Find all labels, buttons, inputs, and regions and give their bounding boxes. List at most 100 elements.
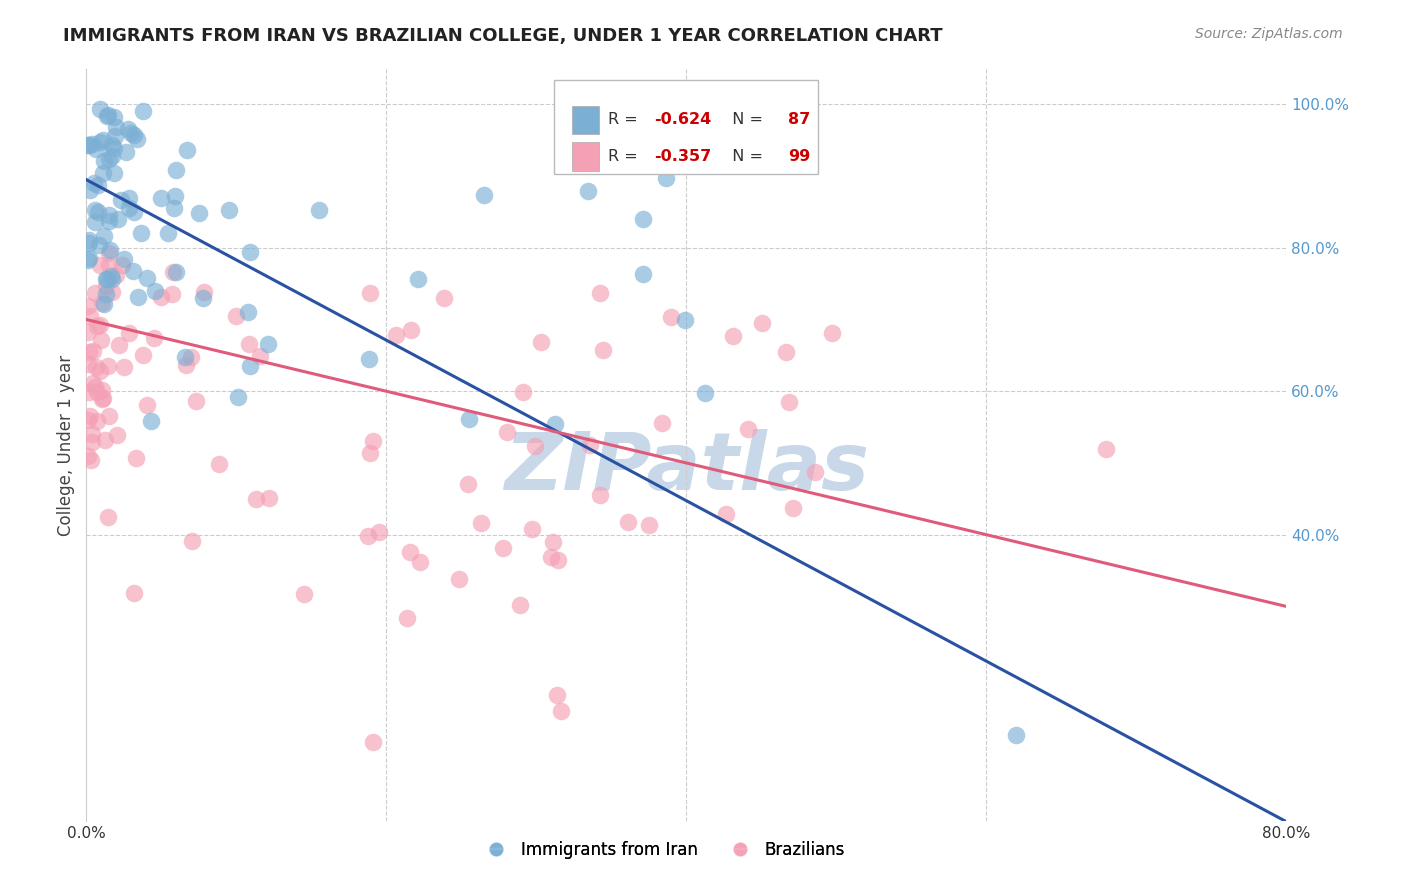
Point (523, 439, 546, 453)
Point (80, 137, 103, 152)
Point (495, 425, 517, 439)
Point (782, 501, 804, 516)
Point (399, 544, 422, 558)
Point (249, 349, 271, 363)
Text: 99: 99 (789, 149, 810, 164)
Point (512, 384, 534, 399)
Point (96, 109, 118, 123)
Point (84, 215, 107, 229)
Point (359, 286, 381, 301)
Point (588, 488, 610, 502)
Point (721, 329, 744, 343)
Point (104, 129, 127, 144)
Point (110, 194, 132, 208)
Point (149, 192, 172, 206)
FancyBboxPatch shape (572, 105, 599, 135)
Point (91, 391, 114, 405)
Point (91, 133, 114, 147)
Point (101, 149, 124, 163)
Point (592, 343, 614, 357)
Point (101, 285, 124, 300)
Point (89, 258, 111, 272)
Point (98, 214, 121, 228)
Point (651, 417, 673, 431)
Text: -0.357: -0.357 (654, 149, 711, 164)
Point (98, 409, 121, 423)
Point (100, 138, 122, 153)
Point (94, 433, 117, 447)
Point (361, 434, 384, 448)
Point (112, 360, 135, 375)
Point (103, 166, 125, 180)
Point (543, 535, 565, 549)
Point (108, 338, 131, 352)
Point (82, 376, 104, 390)
Point (117, 122, 139, 136)
Point (107, 212, 129, 227)
Point (165, 265, 187, 279)
Point (186, 394, 208, 409)
Point (447, 572, 470, 586)
Point (105, 428, 128, 442)
Point (115, 145, 138, 160)
Point (100, 268, 122, 283)
Point (76, 357, 98, 371)
Point (162, 265, 184, 279)
Point (77, 384, 100, 399)
Point (160, 286, 183, 301)
Point (118, 191, 141, 205)
FancyBboxPatch shape (554, 79, 818, 174)
Point (368, 525, 391, 540)
Point (82, 427, 104, 442)
Point (357, 528, 380, 542)
Point (714, 507, 737, 521)
Point (97, 152, 120, 166)
Point (257, 491, 280, 505)
Point (547, 553, 569, 567)
Point (409, 555, 432, 569)
Point (84, 142, 107, 156)
Point (89, 135, 111, 149)
Point (238, 337, 260, 351)
Point (77, 251, 100, 265)
Point (803, 465, 825, 479)
Point (90, 296, 112, 310)
Point (80, 453, 103, 467)
Point (165, 189, 187, 203)
Point (359, 446, 381, 460)
Point (80, 434, 103, 449)
Point (179, 350, 201, 364)
Point (256, 337, 278, 351)
Point (157, 227, 180, 241)
Point (737, 422, 759, 436)
Point (135, 398, 157, 412)
Point (520, 522, 543, 536)
Point (104, 268, 127, 282)
Point (76, 138, 98, 153)
Point (638, 518, 661, 533)
Point (127, 290, 149, 304)
Text: N =: N = (723, 149, 768, 164)
Point (97, 108, 120, 122)
Point (103, 110, 125, 124)
Point (820, 326, 842, 340)
Point (226, 390, 249, 404)
Point (245, 491, 267, 506)
Point (163, 201, 186, 215)
Point (91, 383, 114, 397)
Point (174, 358, 197, 372)
Point (124, 450, 146, 465)
Point (544, 417, 567, 432)
Text: R =: R = (609, 149, 643, 164)
Text: 87: 87 (789, 112, 810, 128)
Point (292, 587, 315, 601)
Point (83, 202, 105, 217)
Point (77, 236, 100, 251)
Point (218, 203, 240, 218)
Text: R =: R = (609, 112, 643, 128)
Point (97, 510, 120, 524)
Point (432, 291, 454, 305)
Point (77, 450, 100, 464)
Point (77, 138, 100, 153)
Point (778, 395, 800, 409)
